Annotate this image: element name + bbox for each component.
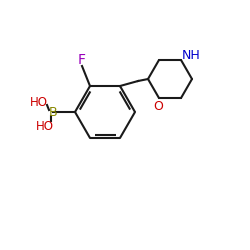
Text: HO: HO [30, 96, 48, 108]
Text: B: B [49, 106, 57, 118]
Text: NH: NH [182, 50, 201, 62]
Text: O: O [153, 100, 163, 112]
Text: F: F [78, 53, 86, 67]
Text: HO: HO [36, 120, 54, 132]
